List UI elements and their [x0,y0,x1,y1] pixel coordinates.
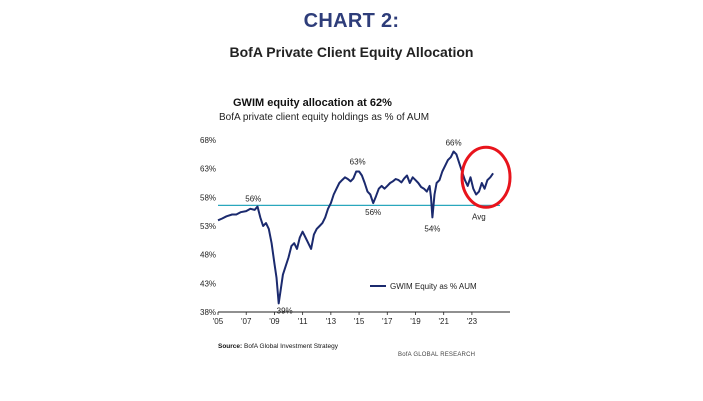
x-axis: '05 '07 '09 '11 '13 '15 '17 '19 '21 '23 [213,311,510,326]
x-tick-label: '19 [410,317,421,326]
average-label: Avg [472,212,486,221]
source-text: BofA Global Investment Strategy [244,343,338,350]
source-note: Source: BofA Global Investment Strategy [218,343,338,350]
annotation-label: 39% [277,306,293,315]
annotation-label: 63% [350,158,366,167]
y-axis-ticks: 38% 43% 48% 53% 58% 63% 68% [200,136,216,317]
chart-title: GWIM equity allocation at 62% [233,97,392,109]
x-tick-label: '09 [269,317,280,326]
annotation-label: 56% [245,195,261,204]
chart-subtitle: BofA private client equity holdings as %… [219,112,430,123]
slide-subtitle: BofA Private Client Equity Allocation [229,44,474,60]
y-tick-label: 68% [200,136,216,145]
y-tick-label: 38% [200,308,216,317]
y-tick-label: 53% [200,222,216,231]
source-label: Source: [218,343,243,350]
y-tick-label: 58% [200,193,216,202]
slide-title: CHART 2: [303,10,400,32]
annotation-label: 56% [365,208,381,217]
annotations: 56% 39% 63% 56% 54% 66% [245,138,461,315]
highlight-circle [460,145,512,209]
x-tick-label: '13 [326,317,337,326]
legend: GWIM Equity as % AUM [370,282,477,291]
brand-footer: BofA GLOBAL RESEARCH [398,352,476,358]
annotation-label: 66% [446,138,462,147]
y-tick-label: 43% [200,279,216,288]
x-tick-label: '17 [382,317,393,326]
x-tick-label: '07 [241,317,252,326]
x-tick-label: '05 [213,317,224,326]
series-line [217,150,494,305]
x-tick-label: '11 [298,317,308,326]
y-tick-label: 48% [200,251,216,260]
x-tick-label: '15 [354,317,365,326]
x-tick-label: '23 [467,317,478,326]
legend-label: GWIM Equity as % AUM [390,282,477,291]
y-tick-label: 63% [200,165,216,174]
annotation-label: 54% [424,224,440,233]
x-tick-label: '21 [438,317,449,326]
